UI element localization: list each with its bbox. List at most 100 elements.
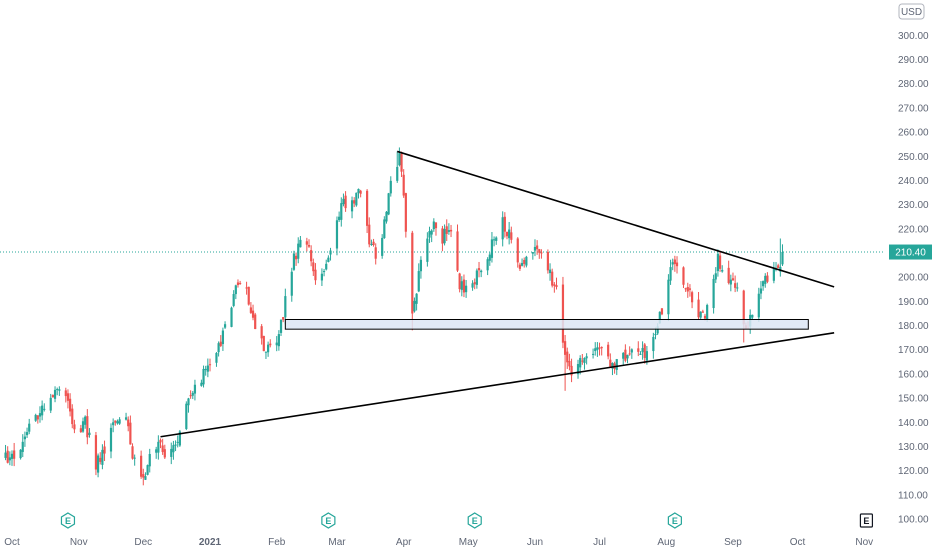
candle [245, 281, 248, 295]
candle [729, 274, 732, 292]
date-tick-label: Nov [855, 537, 873, 548]
candle-body [686, 287, 689, 292]
candle [200, 379, 203, 387]
candle-body [294, 255, 298, 260]
candle-body [781, 252, 784, 265]
candle-body [492, 239, 496, 241]
candle-body [432, 221, 435, 230]
candle-body [389, 180, 392, 194]
price-tick-label: 290.00 [898, 55, 929, 66]
candle [699, 311, 702, 320]
candle [628, 346, 631, 356]
candle [609, 353, 612, 367]
candle [264, 351, 268, 360]
candle-body [6, 450, 9, 463]
candle [129, 415, 132, 445]
candle [36, 415, 39, 424]
candle [385, 211, 388, 224]
candle [426, 232, 429, 267]
candle-body [510, 232, 513, 240]
candle-body [202, 368, 205, 385]
candle-body [611, 362, 614, 369]
candle-body [751, 314, 754, 318]
candle-body [320, 273, 324, 281]
candle [366, 189, 369, 234]
lower-trendline[interactable] [160, 332, 835, 438]
candle [398, 147, 401, 167]
candle [613, 361, 616, 374]
earnings-marker[interactable]: E [467, 512, 482, 529]
candle-body [473, 282, 476, 285]
candle-body [518, 264, 522, 269]
candle [718, 251, 722, 272]
candle-body [247, 286, 250, 305]
price-tick-label: 140.00 [898, 418, 929, 429]
earnings-marker[interactable]: E [60, 512, 76, 529]
candle-body [275, 342, 278, 346]
candle [19, 449, 22, 460]
earnings-marker[interactable]: E [321, 512, 336, 529]
candle-body [112, 422, 115, 426]
candle [307, 239, 311, 248]
support-zone-rectangle[interactable] [284, 318, 809, 330]
candle-body [475, 270, 478, 285]
candle-body [387, 193, 390, 215]
candle [520, 258, 524, 267]
candle [215, 352, 218, 367]
candle [251, 304, 255, 321]
currency-badge[interactable]: USD [898, 3, 925, 20]
date-tick-label: Mar [328, 537, 346, 548]
candle-body [546, 251, 549, 271]
candle [465, 280, 468, 298]
candle [155, 446, 158, 459]
candle [109, 423, 113, 459]
candle [734, 275, 737, 293]
candle [564, 335, 567, 391]
candle-body [383, 219, 386, 239]
candle [355, 192, 358, 207]
candle-body [58, 389, 61, 391]
candle-body [312, 262, 315, 272]
candle-body [290, 271, 293, 296]
candle [312, 258, 315, 276]
earnings-marker[interactable]: E [667, 512, 682, 529]
candle-body [64, 390, 67, 397]
candle [671, 258, 674, 271]
candle-body [639, 353, 642, 355]
candle-body [155, 449, 158, 453]
candle-body [381, 237, 384, 256]
candle-body [690, 292, 694, 303]
candle [523, 257, 526, 268]
candle-body [480, 270, 483, 273]
candle [25, 427, 29, 438]
candle-body [615, 359, 618, 370]
candle [193, 379, 197, 401]
candle [404, 192, 407, 238]
date-tick-label: May [459, 537, 478, 548]
candle-body [667, 279, 670, 315]
candle [204, 365, 207, 376]
candle-body [566, 351, 569, 363]
candle [762, 280, 765, 291]
date-tick-label: Sep [724, 537, 742, 548]
candle-body [400, 153, 403, 172]
earnings-marker[interactable]: E [859, 513, 874, 528]
candle [434, 222, 438, 236]
upper-trendline[interactable] [397, 150, 835, 288]
candle [320, 268, 324, 286]
candle [383, 216, 386, 239]
candle [460, 276, 463, 297]
candle-body [495, 237, 498, 241]
candle-body [71, 408, 74, 425]
candle [219, 335, 222, 348]
candle [43, 403, 46, 412]
candle [127, 416, 130, 432]
candle [262, 335, 265, 352]
candle [161, 438, 164, 455]
candle-body [366, 190, 369, 226]
candle [757, 287, 760, 322]
candle-body [267, 344, 270, 353]
candle-body [669, 267, 672, 281]
candle-body [656, 326, 659, 334]
